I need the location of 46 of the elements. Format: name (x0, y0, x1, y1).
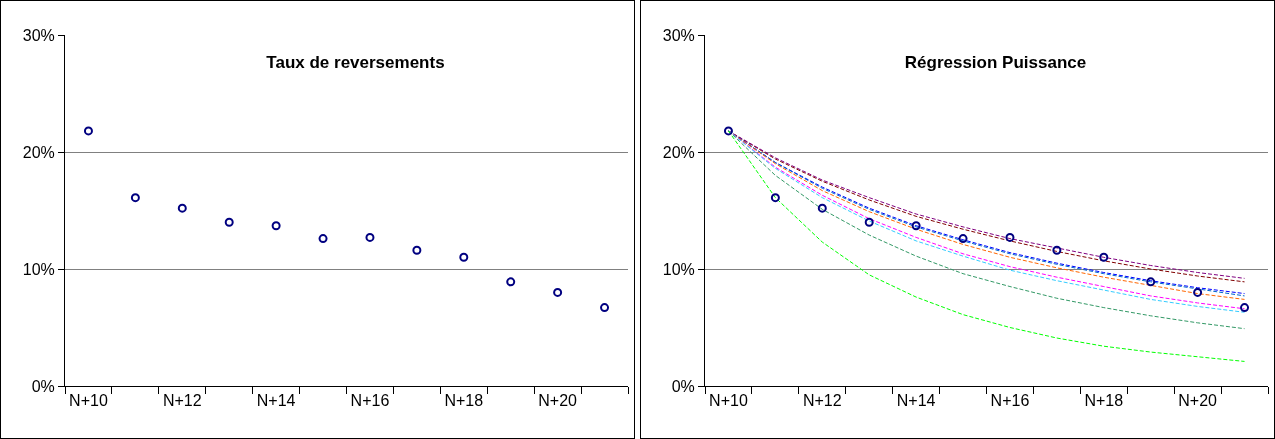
point (271, 221, 281, 231)
point (553, 287, 563, 297)
point (911, 221, 921, 231)
x-tick-label: N+16 (350, 392, 390, 410)
point (318, 234, 328, 244)
x-tick-label: N+14 (256, 392, 296, 410)
point (1052, 245, 1062, 255)
x-tick-label: N+18 (444, 392, 484, 410)
y-tick-label: 0% (31, 377, 55, 395)
point (723, 126, 733, 136)
x-tick-label: N+18 (1084, 392, 1124, 410)
x-tick-label: N+12 (162, 392, 202, 410)
text: Régression Puissance (904, 53, 1087, 73)
point (412, 245, 422, 255)
point (1146, 277, 1156, 287)
y-tick-label: 30% (22, 26, 55, 44)
text: Taux de reversements (266, 53, 445, 73)
point (1240, 303, 1250, 313)
x-tick-label: N+12 (802, 392, 842, 410)
point (1099, 252, 1109, 262)
point (177, 203, 187, 213)
point (365, 232, 375, 242)
y-tick-label: 10% (22, 260, 55, 278)
x-tick-label: N+20 (538, 392, 578, 410)
point (506, 277, 516, 287)
point (459, 252, 469, 262)
point (600, 303, 610, 313)
point (224, 217, 234, 227)
point (130, 193, 140, 203)
x-tick-label: N+10 (69, 392, 108, 410)
y-tick-label: 20% (22, 143, 55, 161)
x-tick-label: N+14 (896, 392, 936, 410)
y-tick-label: 20% (662, 143, 695, 161)
x-tick-label: N+20 (1178, 392, 1218, 410)
y-tick-label: 30% (662, 26, 695, 44)
point (770, 193, 780, 203)
point (1193, 287, 1203, 297)
x-tick-label: N+16 (990, 392, 1030, 410)
point (83, 126, 93, 136)
y-tick-label: 0% (671, 377, 695, 395)
y-tick-label: 10% (662, 260, 695, 278)
point (817, 203, 827, 213)
point (958, 234, 968, 244)
x-tick-label: N+10 (709, 392, 748, 410)
point (1005, 232, 1015, 242)
point (864, 217, 874, 227)
